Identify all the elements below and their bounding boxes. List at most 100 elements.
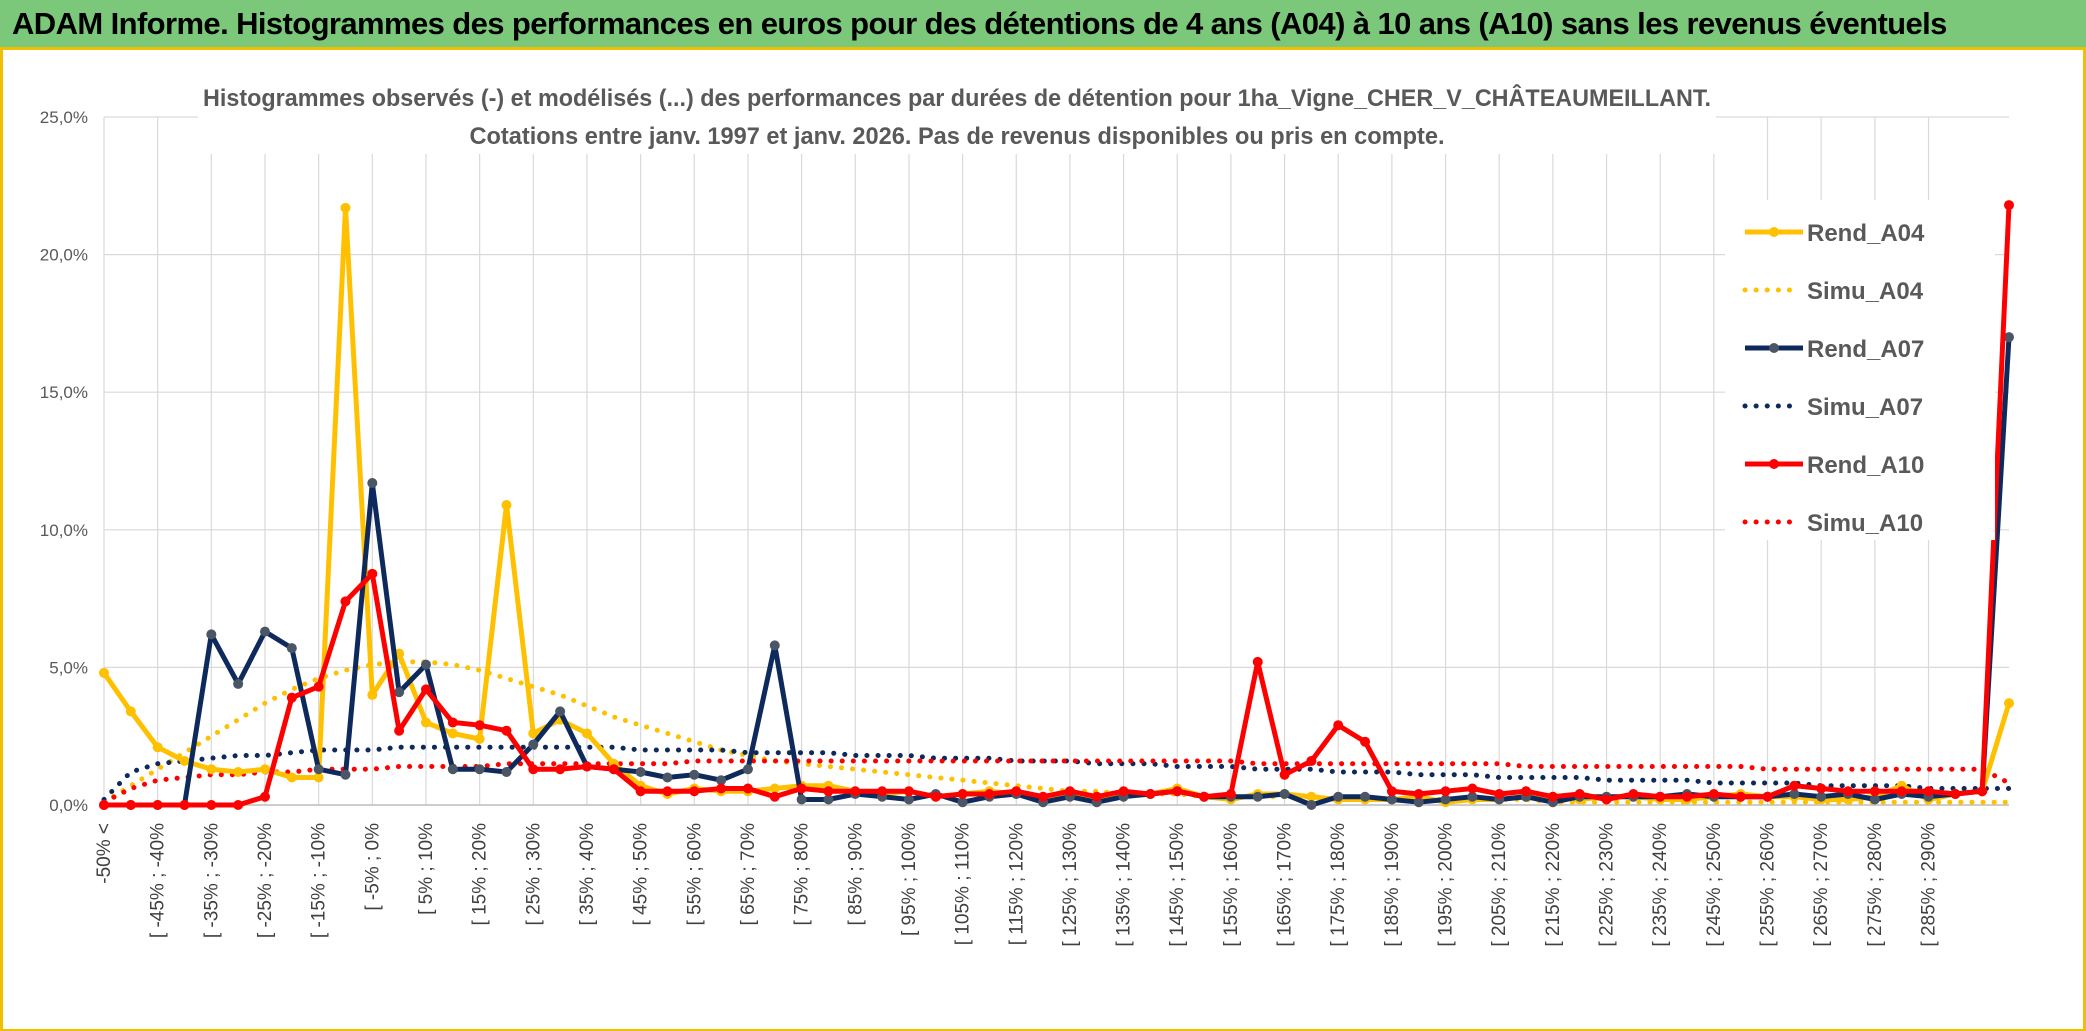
data-point [1869,786,1880,797]
data-point [447,764,458,775]
data-point [340,202,351,213]
data-point [233,678,244,689]
data-point [447,717,458,728]
data-point [1547,791,1558,802]
data-point [125,706,136,717]
data-point [1011,786,1022,797]
data-point [1521,786,1532,797]
data-point [823,786,834,797]
x-tick-label: [ 115% ; 120% [1006,823,1027,945]
y-tick-label: 0,0% [49,796,88,815]
data-point [716,775,727,786]
series-line-Rend_A10 [104,204,2012,808]
x-tick-label: [ 165% ; 170% [1275,823,1296,947]
legend-marker-Rend_A10 [1769,459,1779,469]
data-point [823,794,834,805]
data-point [1494,788,1505,799]
data-point [367,689,378,700]
x-tick-label: [ 245% ; 250% [1704,823,1725,947]
data-point [206,800,217,810]
data-point [984,788,995,799]
data-point [1064,786,1075,797]
chart-title: Histogrammes observés (-) et modélisés (… [203,84,1711,112]
y-tick-label: 25,0% [40,108,88,127]
data-point [1360,736,1371,747]
data-point [420,684,431,695]
data-point [286,772,297,783]
data-point [1440,786,1451,797]
series-line-Simu_A10 [101,758,2012,805]
x-tick-label: [ 145% ; 150% [1167,823,1188,947]
legend-label: Rend_A07 [1807,336,1924,363]
data-point [769,791,780,802]
data-point [447,728,458,739]
x-tick-label: [ 285% ; 290% [1919,823,1940,947]
data-point [179,800,190,810]
data-point [1333,791,1344,802]
data-point [635,786,646,797]
data-point [2004,200,2014,211]
data-point [1145,788,1156,799]
data-point [555,764,566,775]
data-point [850,786,861,797]
legend-label: Rend_A10 [1807,452,1924,479]
x-tick-label: [ 85% ; 90% [845,823,866,926]
series-line-Simu_A07 [101,744,2012,802]
data-point [313,764,324,775]
x-tick-label: [ 75% ; 80% [792,823,813,926]
data-point [796,794,807,805]
data-point [501,725,512,736]
data-point [420,659,431,670]
data-point [1279,788,1290,799]
data-point [1789,788,1800,799]
legend-marker-Rend_A07 [1769,343,1779,353]
legend-label: Simu_A10 [1807,510,1923,537]
x-tick-label: -50% < [94,823,115,884]
series-line-Rend_A07 [104,337,2012,808]
y-tick-label: 20,0% [40,246,88,265]
x-tick-label: [ 105% ; 110% [953,823,974,945]
data-point [1440,794,1451,805]
data-point [125,800,136,810]
data-point [635,766,646,777]
data-point [1467,791,1478,802]
data-point [1467,783,1478,794]
data-point [206,629,217,640]
data-point [286,692,297,703]
data-point [608,764,619,775]
data-point [259,626,270,637]
data-point [2004,698,2014,709]
data-point [1574,788,1585,799]
data-point [689,786,700,797]
y-tick-label: 15,0% [40,383,88,402]
data-point [1360,791,1371,802]
data-point [99,800,109,810]
x-tick-label: [ -35% ; -30% [201,823,222,938]
data-point [1789,780,1800,791]
data-point [796,783,807,794]
x-tick-label: [ 255% ; 260% [1758,823,1779,947]
data-point [1682,791,1693,802]
report-banner: ADAM Informe. Histogrammes des performan… [0,0,2086,50]
data-point [1896,786,1907,797]
x-tick-label: [ 185% ; 190% [1382,823,1403,947]
data-point [313,772,324,783]
data-point [1628,788,1639,799]
data-point [1762,791,1773,802]
data-point [1172,786,1183,797]
data-point [1306,800,1317,810]
data-point [742,783,753,794]
data-point [1413,797,1424,808]
data-point [367,568,378,579]
x-tick-label: [ 45% ; 50% [631,823,652,926]
data-point [769,640,780,651]
data-point [662,772,673,783]
data-point [1386,794,1397,805]
data-point [1950,788,1961,799]
data-point [581,728,592,739]
legend-label: Simu_A04 [1807,278,1924,305]
data-point [1655,791,1666,802]
x-tick-label: [ 265% ; 270% [1811,823,1832,947]
x-tick-label: [ -15% ; -10% [309,823,330,938]
x-tick-label: [ 275% ; 280% [1865,823,1886,947]
